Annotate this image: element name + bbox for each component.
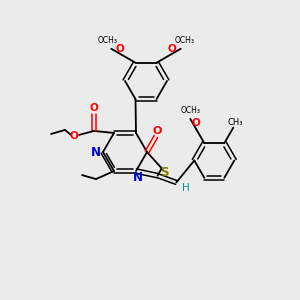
Text: N: N (133, 171, 143, 184)
Text: O: O (90, 103, 98, 113)
Text: OCH₃: OCH₃ (97, 36, 117, 45)
Text: O: O (152, 126, 162, 136)
Text: CH₃: CH₃ (228, 118, 243, 127)
Text: H: H (182, 183, 190, 193)
Text: O: O (70, 131, 78, 141)
Text: O: O (115, 44, 124, 54)
Text: O: O (168, 44, 177, 54)
Text: OCH₃: OCH₃ (175, 36, 195, 45)
Text: OCH₃: OCH₃ (180, 106, 200, 115)
Text: N: N (91, 146, 101, 158)
Text: S: S (160, 166, 169, 179)
Text: O: O (192, 118, 201, 128)
